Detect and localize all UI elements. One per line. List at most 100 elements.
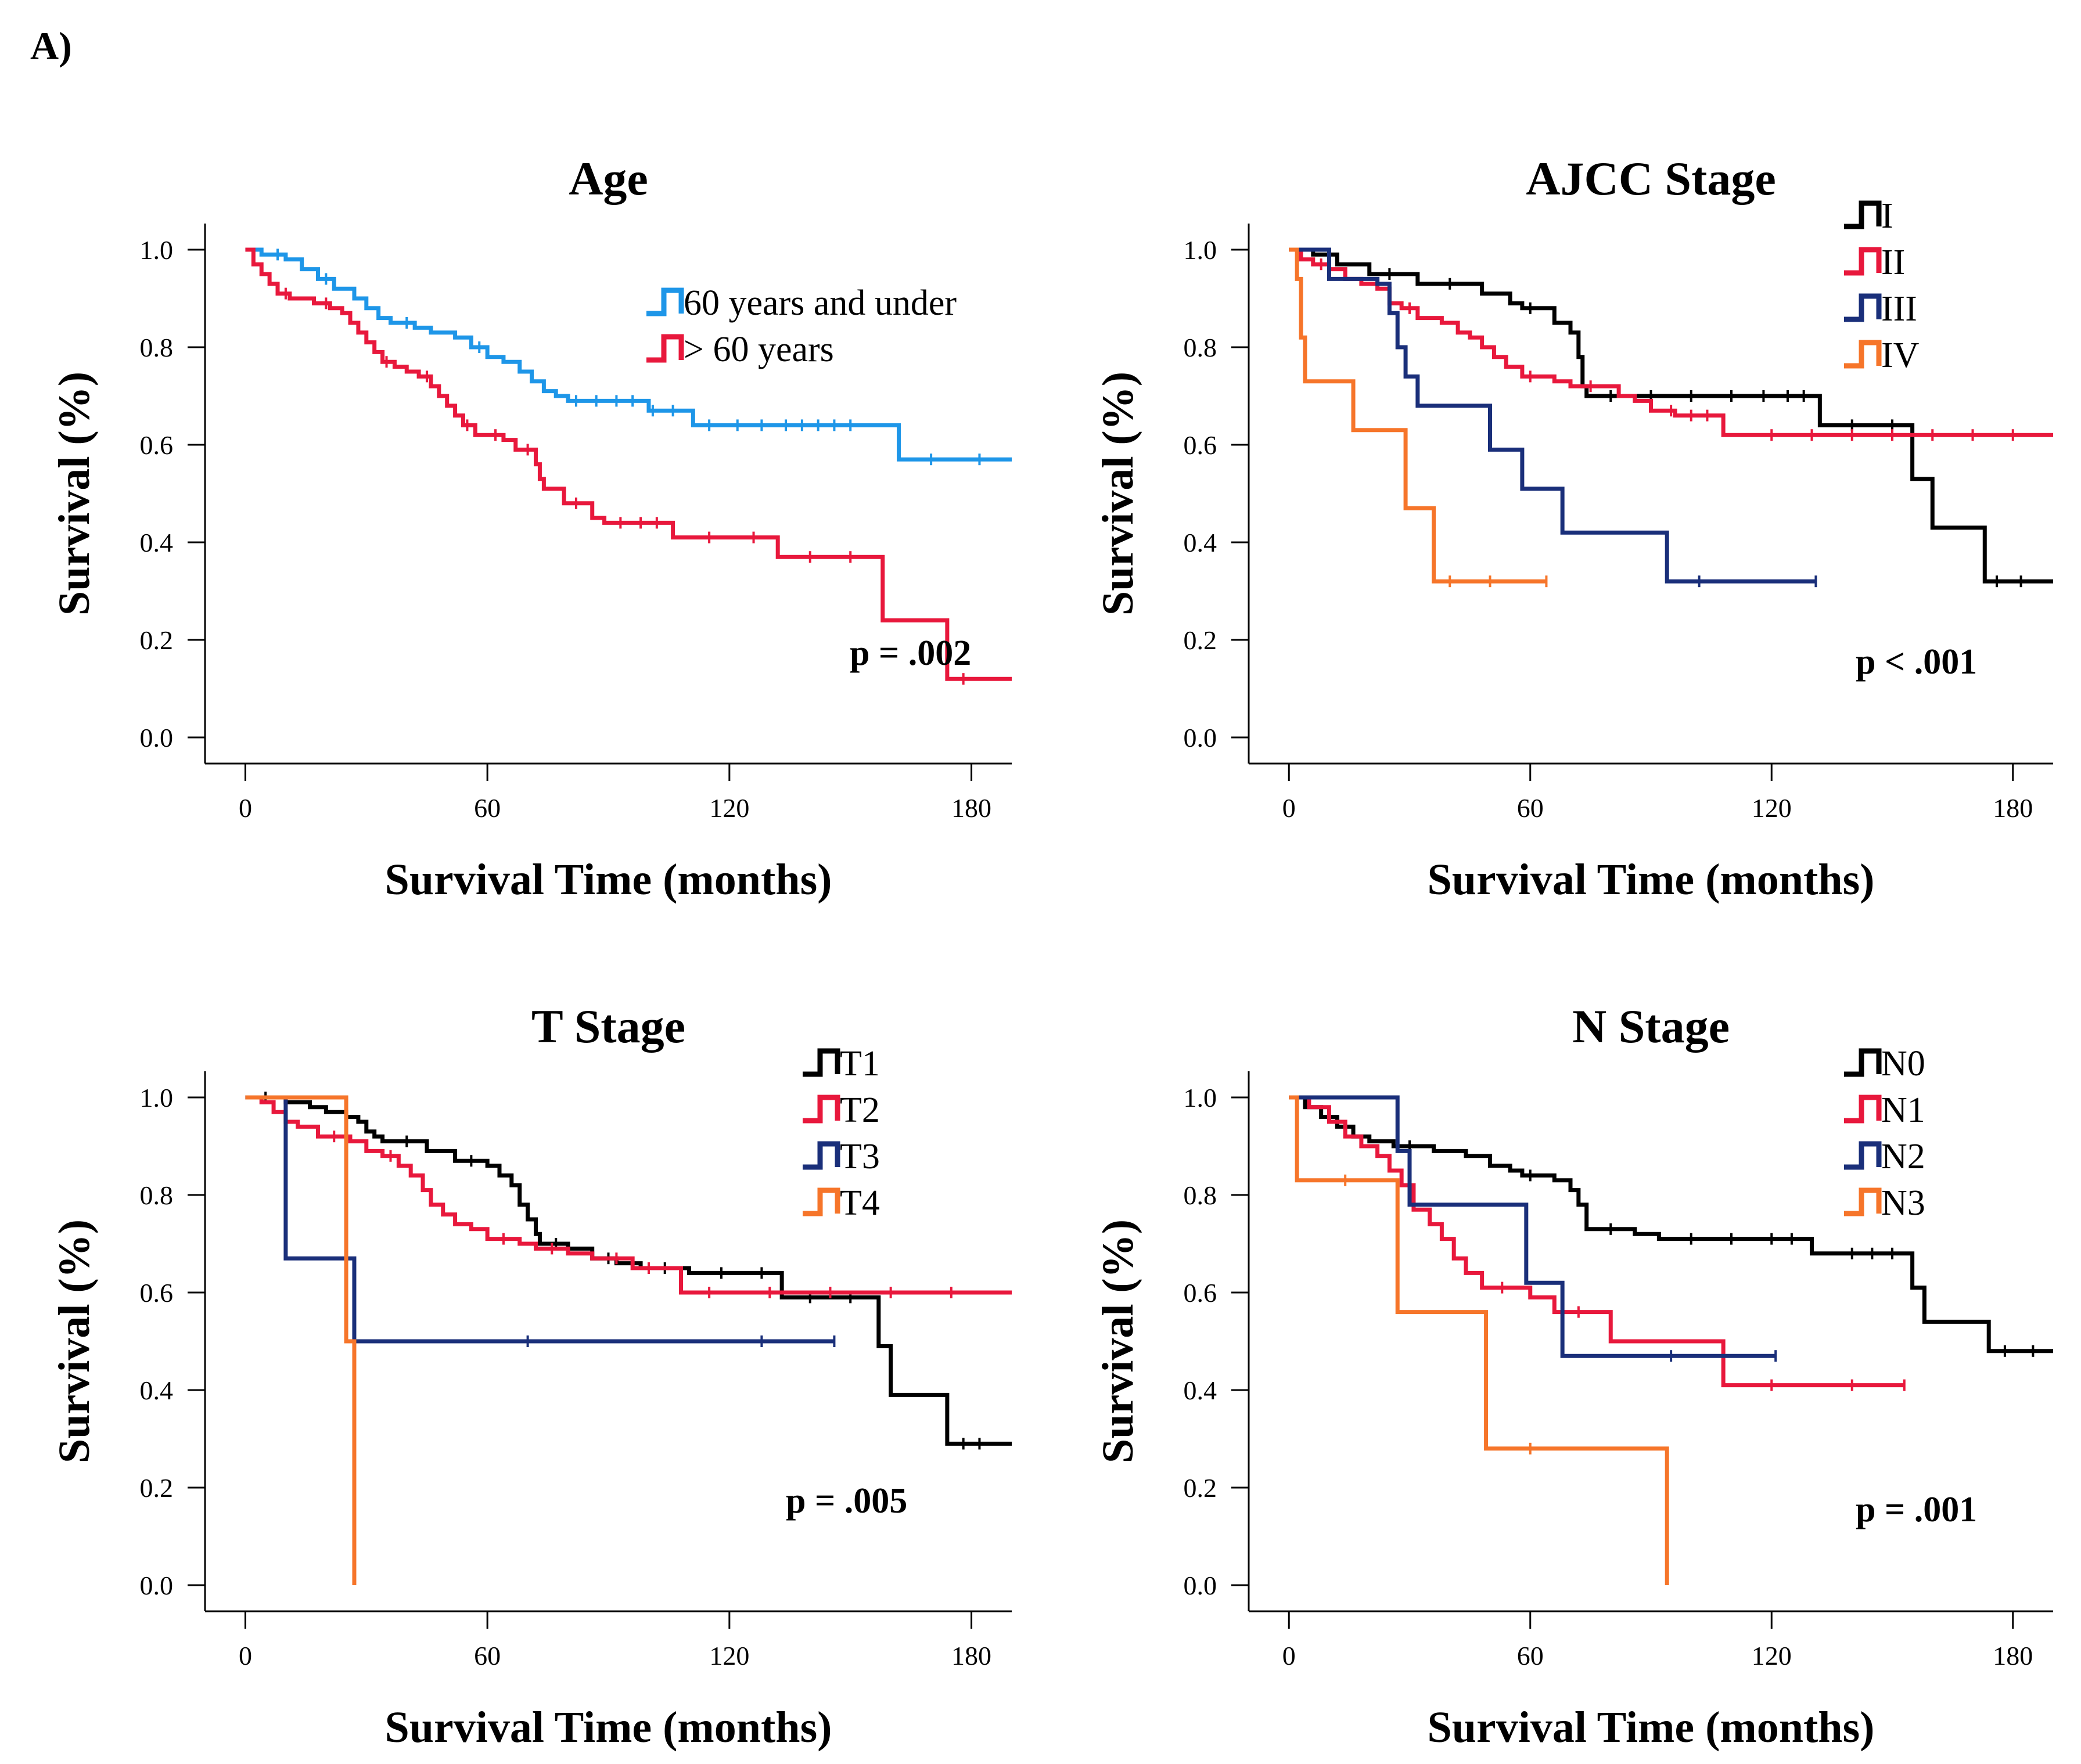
- x-tick-label: 120: [1752, 1641, 1792, 1671]
- survival-curve: [1289, 1095, 1669, 1585]
- legend-swatch: [646, 334, 684, 363]
- x-tick-label: 180: [951, 1641, 991, 1671]
- x-axis-title: Survival Time (months): [1428, 855, 1875, 904]
- x-tick-label: 120: [1752, 793, 1792, 823]
- y-tick-label: 1.0: [140, 1083, 174, 1113]
- y-tick-label: 0.8: [1184, 1180, 1217, 1210]
- series--60-years: [245, 247, 1012, 685]
- survival-curve: [1289, 247, 2053, 584]
- y-tick-label: 0.2: [140, 1473, 174, 1503]
- chart-panel-2: 0.0 0.2 0.4 0.6 0.8 1.0 0 60 120 180 AJCC Stage Sur…: [1094, 152, 2053, 904]
- series-iv: [1289, 247, 1548, 588]
- x-tick-label: 60: [474, 793, 501, 823]
- y-tick-label: 0.0: [140, 1571, 174, 1600]
- series-t4: [245, 1095, 357, 1585]
- legend-swatch: [646, 287, 684, 316]
- series-n1: [1289, 1095, 1906, 1391]
- legend-swatch: [1844, 1095, 1882, 1124]
- chart-title: Age: [569, 152, 648, 205]
- chart-title: AJCC Stage: [1526, 152, 1776, 205]
- legend-label: III: [1881, 289, 1917, 329]
- chart-title: T Stage: [531, 1000, 685, 1053]
- legend-swatch: [1844, 1048, 1882, 1077]
- chart-title: N Stage: [1572, 1000, 1730, 1053]
- x-tick-label: 60: [1517, 1641, 1544, 1671]
- series-iii: [1289, 247, 1817, 588]
- survival-curve: [1289, 1095, 1776, 1358]
- legend-label: N0: [1881, 1044, 1925, 1083]
- survival-curve: [245, 1095, 1012, 1446]
- p-value-label: p = .001: [1856, 1490, 1977, 1529]
- legend-swatch: [1844, 293, 1882, 322]
- x-tick-label: 0: [239, 1641, 252, 1671]
- x-tick-label: 120: [709, 793, 749, 823]
- legend-label: II: [1881, 243, 1905, 282]
- legend-swatch: [1844, 1187, 1882, 1216]
- legend-label: N3: [1881, 1183, 1925, 1223]
- x-tick-label: 180: [951, 793, 991, 823]
- y-axis-title: Survival (%): [1094, 372, 1142, 615]
- y-tick-label: 0.0: [1184, 1571, 1217, 1600]
- legend-label: N2: [1881, 1137, 1925, 1176]
- p-value-label: p = .005: [786, 1481, 907, 1521]
- legend-swatch: [803, 1095, 840, 1124]
- series-60-years-and-under: [245, 247, 1012, 466]
- series-n3: [1289, 1095, 1669, 1585]
- survival-curve: [245, 247, 1012, 681]
- series-i: [1289, 247, 2053, 588]
- survival-curve: [1289, 247, 1816, 584]
- y-tick-label: 0.6: [1184, 430, 1217, 460]
- series-t2: [245, 1095, 1012, 1298]
- p-value-label: p < .001: [1856, 642, 1977, 682]
- y-tick-label: 0.4: [140, 528, 174, 557]
- y-tick-label: 0.0: [1184, 723, 1217, 753]
- legend-label: T4: [840, 1183, 880, 1223]
- legend-label: > 60 years: [684, 330, 834, 369]
- y-tick-label: 1.0: [1184, 1083, 1217, 1113]
- y-tick-label: 0.6: [140, 430, 174, 460]
- y-axis-title: Survival (%): [1094, 1219, 1142, 1463]
- x-axis-title: Survival Time (months): [385, 1703, 832, 1752]
- y-tick-label: 0.8: [140, 1180, 174, 1210]
- survival-curve: [1289, 1095, 2053, 1353]
- y-tick-label: 0.4: [1184, 528, 1217, 557]
- series-n2: [1289, 1095, 1777, 1362]
- y-axis-title: Survival (%): [50, 372, 99, 615]
- y-tick-label: 1.0: [1184, 235, 1217, 265]
- x-tick-label: 180: [1993, 793, 2033, 823]
- y-tick-label: 0.2: [1184, 625, 1217, 655]
- survival-curve: [245, 1095, 357, 1585]
- survival-curve: [1289, 1095, 1904, 1388]
- x-tick-label: 60: [1517, 793, 1544, 823]
- y-tick-label: 1.0: [140, 235, 174, 265]
- p-value-label: p = .002: [850, 633, 971, 673]
- y-tick-label: 0.8: [1184, 333, 1217, 362]
- x-tick-label: 0: [1282, 793, 1296, 823]
- legend-swatch: [803, 1141, 840, 1170]
- y-tick-label: 0.8: [140, 333, 174, 362]
- legend-label: T2: [840, 1090, 880, 1130]
- legend-label: 60 years and under: [684, 283, 957, 323]
- legend-swatch: [803, 1187, 840, 1216]
- y-tick-label: 0.4: [140, 1376, 174, 1405]
- series-t1: [245, 1092, 1012, 1450]
- y-tick-label: 0.6: [1184, 1278, 1217, 1308]
- survival-curve: [245, 1095, 1012, 1295]
- legend-label: IV: [1881, 336, 1920, 375]
- x-tick-label: 60: [474, 1641, 501, 1671]
- x-tick-label: 0: [1282, 1641, 1296, 1671]
- y-tick-label: 0.2: [140, 625, 174, 655]
- legend-label: T3: [840, 1137, 880, 1176]
- chart-panel-1: 0.0 0.2 0.4 0.6 0.8 1.0 0 60 120 180 Age Survival T…: [50, 152, 1012, 904]
- y-tick-label: 0.0: [140, 723, 174, 753]
- legend-swatch: [1844, 340, 1882, 369]
- x-tick-label: 180: [1993, 1641, 2033, 1671]
- chart-panel-4: 0.0 0.2 0.4 0.6 0.8 1.0 0 60 120 180 N Stage Surviv…: [1094, 1000, 2053, 1752]
- y-axis-title: Survival (%): [50, 1219, 99, 1463]
- x-axis-title: Survival Time (months): [385, 855, 832, 904]
- legend-swatch: [1844, 1141, 1882, 1170]
- series-n0: [1289, 1095, 2053, 1357]
- y-tick-label: 0.4: [1184, 1376, 1217, 1405]
- legend-swatch: [1844, 200, 1882, 229]
